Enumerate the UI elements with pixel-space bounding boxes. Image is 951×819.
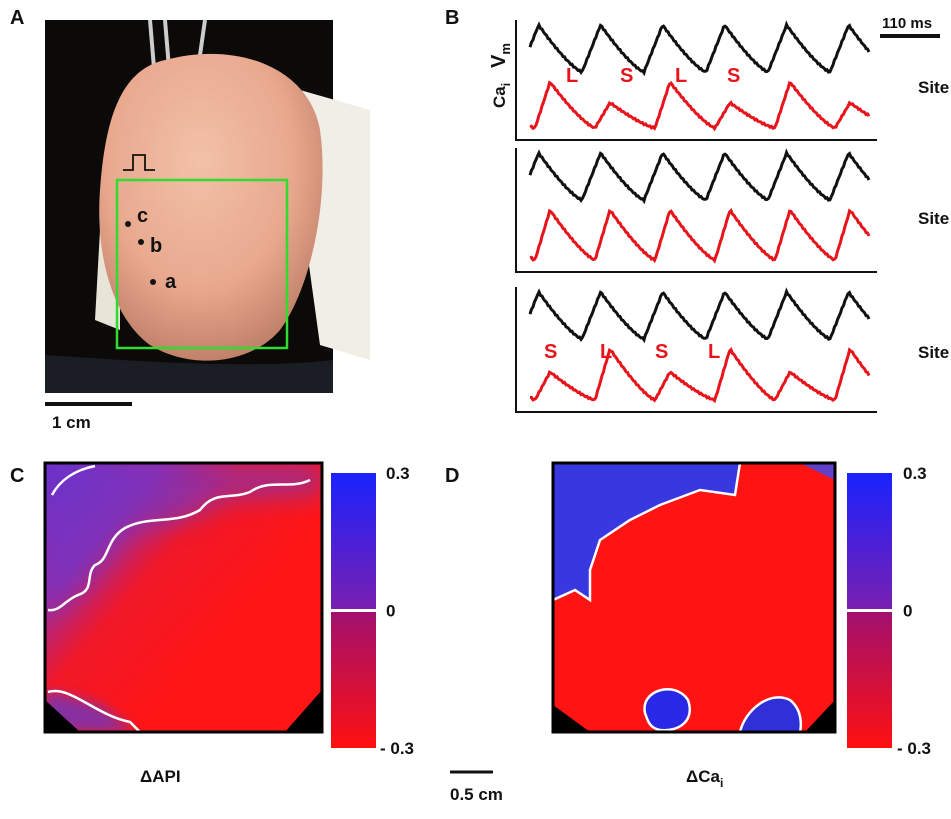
map-frame [551,461,837,734]
site-name: Site b [918,209,951,228]
ca-trace [529,80,871,132]
scale-bar-label: 1 cm [52,413,91,432]
axis [515,287,877,413]
panel-label: D [445,465,459,487]
vm-label: Vm [488,43,513,68]
vm-trace [528,287,871,344]
alternans-label: L [708,341,720,363]
ca-trace [529,208,871,264]
site-label: b [150,235,162,257]
heart-photo [45,19,370,393]
vm-text: V [488,54,510,68]
alternans-label: S [620,65,633,87]
panel-label: C [10,465,24,487]
alternans-label: S [544,341,557,363]
colorbar-tick-label: - 0.3 [897,739,931,758]
alternans-label: S [727,65,740,87]
alternans-label: L [675,65,687,87]
panel-label: A [10,7,24,29]
vm-trace [528,148,871,205]
caption-text: ΔAPI [140,767,181,786]
colorbar-tick-label: 0.3 [903,464,927,483]
delta-api-map [45,463,322,732]
scale-bar-label: 110 ms [882,15,932,32]
scale-bar-label: 0.5 cm [450,785,503,804]
map-frame [43,461,324,734]
site-label: c [137,205,148,227]
caption-subscript: i [720,776,723,790]
vm-trace [528,20,871,77]
traces [515,20,877,413]
delta-ca-map [553,463,835,732]
alternans-label: S [655,341,668,363]
axis [515,20,877,141]
caption-text: ΔCa [686,767,720,786]
vm-subscript: m [498,43,513,55]
site-label: a [165,271,177,293]
colorbar-tick-label: 0 [903,602,912,621]
colorbar-tick-label: 0.3 [386,464,410,483]
site-name: Site c [918,343,951,362]
panel-label: B [445,7,459,29]
map-caption: ΔAPI [140,767,181,786]
ca-trace [529,346,871,404]
ca-text: Ca [490,86,509,108]
map-caption: ΔCai [686,767,723,790]
alternans-label: L [566,65,578,87]
colorbar-tick-label: - 0.3 [380,739,414,758]
ca-label: Cai [490,83,513,108]
alternans-label: L [600,341,612,363]
axis [515,148,877,273]
site-name: Site a [918,78,951,97]
colorbar-tick-label: 0 [386,602,395,621]
ca-subscript: i [499,83,513,86]
